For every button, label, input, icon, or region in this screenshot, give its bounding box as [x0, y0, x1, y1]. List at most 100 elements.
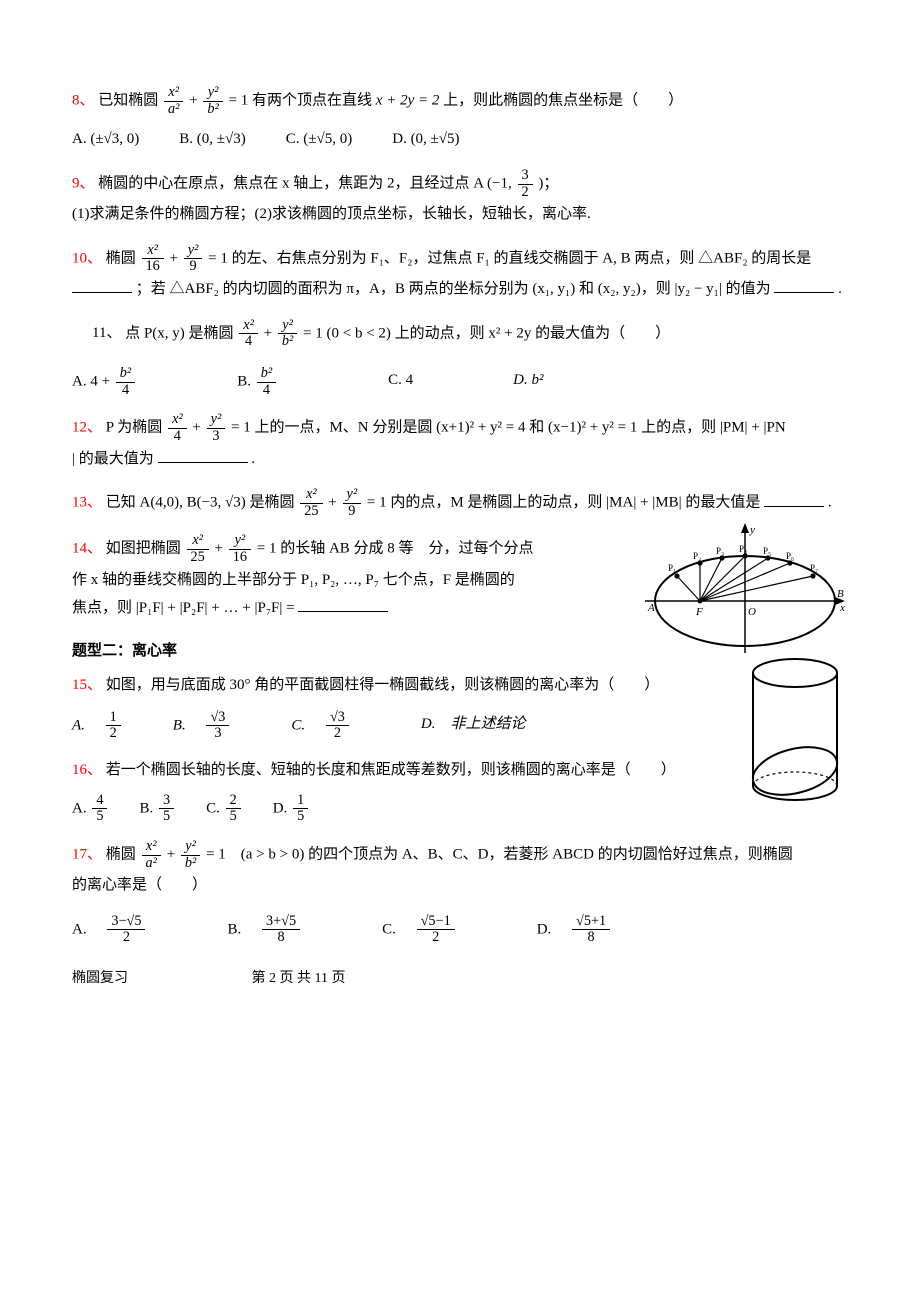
opt-C: C. √5−12	[382, 914, 457, 946]
options: A. 3−√52 B. 3+√58 C. √5−12 D. √5+18	[72, 914, 850, 946]
svg-text:P₅: P₅	[763, 546, 771, 556]
q-text: 的左、右焦点分别为 F₁、F₂，过焦点 F₁ 的直线交椭圆于 A, B 两点，则…	[232, 250, 812, 266]
plus: +	[328, 495, 340, 511]
q-text: 上的一点，M、N 分别是圆 (x+1)² + y² = 4 和 (x−1)² +…	[254, 420, 785, 436]
opt-A: A. 3−√52	[72, 914, 147, 946]
opt-B: B. b²4	[237, 366, 278, 398]
options: A. 12 B. √33 C. √32 D. 非上述结论	[72, 710, 730, 742]
plus: +	[264, 325, 276, 341]
eq: = 1 (0 < b < 2)	[303, 325, 391, 341]
opt-B: B. (0, ±√3)	[179, 125, 245, 154]
fraction: y²b²	[181, 839, 200, 871]
q-number: 14、	[72, 541, 102, 557]
svg-text:P₃: P₃	[716, 546, 724, 556]
q-text: 内的点，M 是椭圆上的动点，则 |MA| + |MB| 的最大值是	[390, 495, 760, 511]
question-17: 17、 椭圆 x²a² + y²b² = 1 (a > b > 0) 的四个顶点…	[72, 839, 850, 946]
q-text: 的长轴 AB 分成 8 等 分，过每个分点	[280, 541, 533, 557]
q-text: .	[828, 495, 832, 511]
svg-text:P₆: P₆	[786, 551, 794, 561]
ellipse-svg: A B x y F O P₁ P₂ P₃ P₄ P₅ P₆ P₇	[640, 523, 850, 663]
q-number: 8、	[72, 93, 95, 109]
q-text: 如图，用与底面成 30° 角的平面截圆柱得一椭圆截线，则该椭圆的离心率为（ ）	[106, 677, 660, 693]
q-text: 点 P(x, y) 是椭圆	[125, 325, 233, 341]
q-text: 有两个顶点在直线	[252, 93, 372, 109]
fraction: y²b²	[203, 85, 222, 117]
footer-title: 椭圆复习	[72, 971, 128, 986]
fraction: y²16	[229, 533, 251, 565]
fraction: 32	[518, 168, 533, 200]
opt-B: B. √33	[173, 710, 232, 742]
plus: +	[167, 847, 179, 863]
opt-C: C. 4	[388, 366, 413, 398]
q-number: 16、	[72, 762, 102, 778]
svg-text:P₁: P₁	[668, 563, 676, 573]
opt-C: C. 25	[206, 793, 243, 825]
options: A. 4 + b²4 B. b²4 C. 4 D. b²	[72, 366, 850, 398]
fraction: x²4	[168, 412, 187, 444]
eq: = 1 (a > b > 0)	[206, 847, 304, 863]
svg-text:A: A	[647, 602, 655, 614]
options: A. (±√3, 0) B. (0, ±√3) C. (±√5, 0) D. (…	[72, 125, 850, 154]
opt-A: A. 4 + b²4	[72, 366, 137, 398]
eq: = 1	[257, 541, 277, 557]
q-text: 焦点，则 |P₁F| + |P₂F| + … + |P₇F| =	[72, 600, 295, 616]
q-text: | 的最大值为	[72, 451, 154, 467]
eq: = 1	[229, 93, 249, 109]
q-text: .	[251, 451, 255, 467]
blank	[72, 278, 132, 293]
q-number: 11、	[92, 325, 121, 341]
q-text: 的离心率是（ ）	[72, 871, 850, 900]
q-text: ；若 △ABF₂ 的内切圆的面积为 π，A，B 两点的坐标分别为 (x₁, y₁…	[136, 281, 771, 297]
q-text: 上的动点，则 x² + 2y 的最大值为（ ）	[395, 325, 670, 341]
q-text: 椭圆	[106, 250, 136, 266]
fraction: y²9	[184, 243, 203, 275]
q-text: 的四个顶点为 A、B、C、D，若菱形 ABCD 的内切圆恰好过焦点，则椭圆	[308, 847, 793, 863]
fraction: x²a²	[164, 85, 183, 117]
svg-text:x: x	[839, 602, 845, 614]
fraction: x²16	[142, 243, 164, 275]
q-number: 12、	[72, 420, 102, 436]
question-16: 16、 若一个椭圆长轴的长度、短轴的长度和焦距成等差数列，则该椭圆的离心率是（ …	[72, 756, 850, 825]
q-subtext: (1)求满足条件的椭圆方程；(2)求该椭圆的顶点坐标，长轴长，短轴长，离心率.	[72, 200, 850, 229]
line-eq: x + 2y = 2	[376, 93, 440, 109]
opt-A: A. 45	[72, 793, 109, 825]
svg-text:F: F	[695, 606, 703, 618]
question-15: 15、 如图，用与底面成 30° 角的平面截圆柱得一椭圆截线，则该椭圆的离心率为…	[72, 671, 850, 742]
plus: +	[189, 93, 201, 109]
blank	[298, 597, 388, 612]
svg-text:B: B	[837, 588, 844, 600]
q-number: 10、	[72, 250, 102, 266]
question-13: 13、 已知 A(4,0), B(−3, √3) 是椭圆 x²25 + y²9 …	[72, 487, 850, 519]
fraction: x²25	[300, 487, 322, 519]
opt-B: B. 35	[139, 793, 176, 825]
q-number: 13、	[72, 495, 102, 511]
opt-B: B. 3+√58	[227, 914, 302, 946]
question-8: 8、 已知椭圆 x²a² + y²b² = 1 有两个顶点在直线 x + 2y …	[72, 85, 850, 154]
question-9: 9、 椭圆的中心在原点，焦点在 x 轴上，焦距为 2，且经过点 A (−1, 3…	[72, 168, 850, 229]
eq: = 1	[367, 495, 387, 511]
options: A. 45 B. 35 C. 25 D. 15	[72, 793, 850, 825]
svg-text:O: O	[748, 606, 756, 618]
q-text: 已知椭圆	[98, 93, 158, 109]
opt-D: D. 非上述结论	[421, 710, 526, 742]
question-14: A B x y F O P₁ P₂ P₃ P₄ P₅ P₆ P₇ 14、 如图把…	[72, 533, 850, 622]
q-text: 如图把椭圆	[106, 541, 181, 557]
plus: +	[215, 541, 227, 557]
q-text: 椭圆的中心在原点，焦点在 x 轴上，焦距为 2，且经过点 A	[98, 175, 487, 191]
fraction: x²4	[239, 318, 258, 350]
opt-D: D. 15	[273, 793, 310, 825]
question-10: 10、 椭圆 x²16 + y²9 = 1 的左、右焦点分别为 F₁、F₂，过焦…	[72, 243, 850, 304]
opt-C: C. (±√5, 0)	[286, 125, 352, 154]
svg-text:P₇: P₇	[810, 563, 818, 573]
question-12: 12、 P 为椭圆 x²4 + y²3 = 1 上的一点，M、N 分别是圆 (x…	[72, 412, 850, 473]
point-end: )；	[538, 175, 558, 191]
fraction: x²25	[187, 533, 209, 565]
svg-text:P₂: P₂	[693, 551, 701, 561]
blank	[774, 278, 834, 293]
point: (−1,	[487, 175, 512, 191]
eq: = 1	[208, 250, 228, 266]
q-text: 若一个椭圆长轴的长度、短轴的长度和焦距成等差数列，则该椭圆的离心率是（ ）	[106, 762, 676, 778]
q-text: 已知 A(4,0), B(−3, √3) 是椭圆	[106, 495, 295, 511]
opt-D: D. √5+18	[537, 914, 612, 946]
svg-text:y: y	[749, 524, 755, 536]
